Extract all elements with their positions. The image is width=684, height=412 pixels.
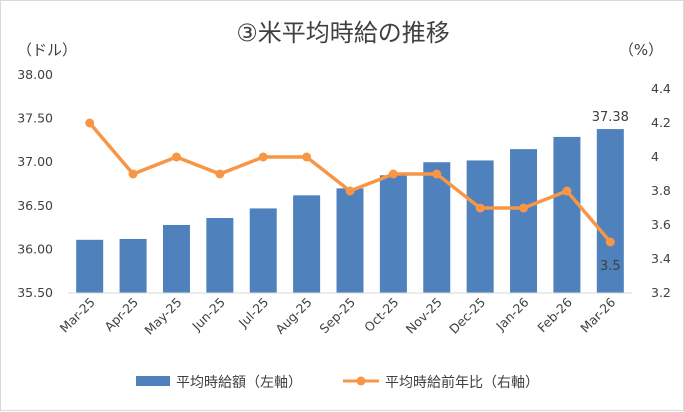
bar [206, 218, 234, 293]
bar [76, 239, 104, 293]
x-tick-label: Jan-26 [492, 294, 531, 333]
x-tick-label: Mar-25 [57, 295, 98, 336]
left-tick-label: 35.50 [17, 285, 53, 300]
line-point [388, 169, 398, 179]
bar [466, 160, 494, 293]
right-tick-label: 3.8 [651, 183, 671, 198]
right-tick-label: 4.4 [651, 81, 671, 96]
x-tick-label: Jul-25 [235, 295, 271, 331]
left-tick-label: 36.50 [17, 198, 53, 213]
left-axis-unit: （ドル） [17, 41, 77, 59]
x-axis-ticks: Mar-25 Apr-25 May-25 Jun-25 Jul-25 Aug-25 Sep-… [57, 294, 619, 337]
line-point [85, 118, 95, 128]
x-tick-label: Jun-25 [188, 295, 228, 335]
x-tick-label: Sep-25 [316, 295, 358, 337]
bar [119, 238, 147, 293]
bar [596, 129, 624, 293]
bar [553, 136, 581, 293]
x-tick-label: Nov-25 [403, 295, 445, 337]
line-point [562, 186, 572, 196]
line-point [519, 203, 529, 213]
left-tick-label: 36.00 [17, 241, 53, 256]
x-tick-label: Oct-25 [361, 295, 401, 335]
x-tick-label: Dec-25 [446, 295, 488, 337]
line-series [85, 118, 615, 247]
x-tick-label: Mar-26 [577, 294, 618, 335]
right-tick-label: 3.6 [651, 217, 671, 232]
bar [379, 175, 407, 293]
line-point [432, 169, 442, 179]
right-tick-label: 4 [651, 149, 659, 164]
x-tick-label: Aug-25 [272, 295, 314, 337]
x-tick-label: Feb-26 [534, 294, 575, 335]
line-last-data-label: 3.5 [600, 259, 621, 274]
legend-line-label: 平均時給前年比（右軸） [385, 374, 539, 391]
bar [162, 224, 190, 293]
x-tick-label: Apr-25 [101, 295, 141, 335]
chart-title: ③米平均時給の推移 [236, 19, 450, 47]
bar [336, 188, 364, 293]
line-point [475, 203, 485, 213]
left-axis-ticks: 35.50 36.00 36.50 37.00 37.50 38.00 [17, 67, 53, 300]
line-point [345, 186, 355, 196]
line-point [215, 169, 225, 179]
right-axis-ticks: 3.2 3.4 3.6 3.8 4 4.2 4.4 [651, 81, 671, 300]
bar [249, 208, 277, 293]
left-tick-label: 37.00 [17, 154, 53, 169]
right-axis-unit: （%） [619, 41, 663, 59]
bar-series [76, 129, 624, 293]
legend-bar-label: 平均時給額（左軸） [176, 375, 302, 391]
x-tick-label: May-25 [141, 295, 184, 338]
legend-bar-swatch [136, 376, 170, 386]
bar [510, 149, 538, 293]
bar [293, 195, 321, 293]
bar-last-data-label: 37.38 [592, 110, 629, 125]
right-tick-label: 3.2 [651, 285, 671, 300]
line-point [258, 152, 268, 162]
left-tick-label: 38.00 [17, 67, 53, 82]
line-point [128, 169, 138, 179]
line-point [302, 152, 312, 162]
left-tick-label: 37.50 [17, 111, 53, 126]
legend-line-marker [356, 376, 366, 386]
right-tick-label: 4.2 [651, 115, 671, 130]
line-point [605, 237, 615, 247]
line-point [171, 152, 181, 162]
bar [423, 162, 451, 293]
right-tick-label: 3.4 [651, 251, 671, 266]
legend: 平均時給額（左軸） 平均時給前年比（右軸） [136, 374, 539, 391]
